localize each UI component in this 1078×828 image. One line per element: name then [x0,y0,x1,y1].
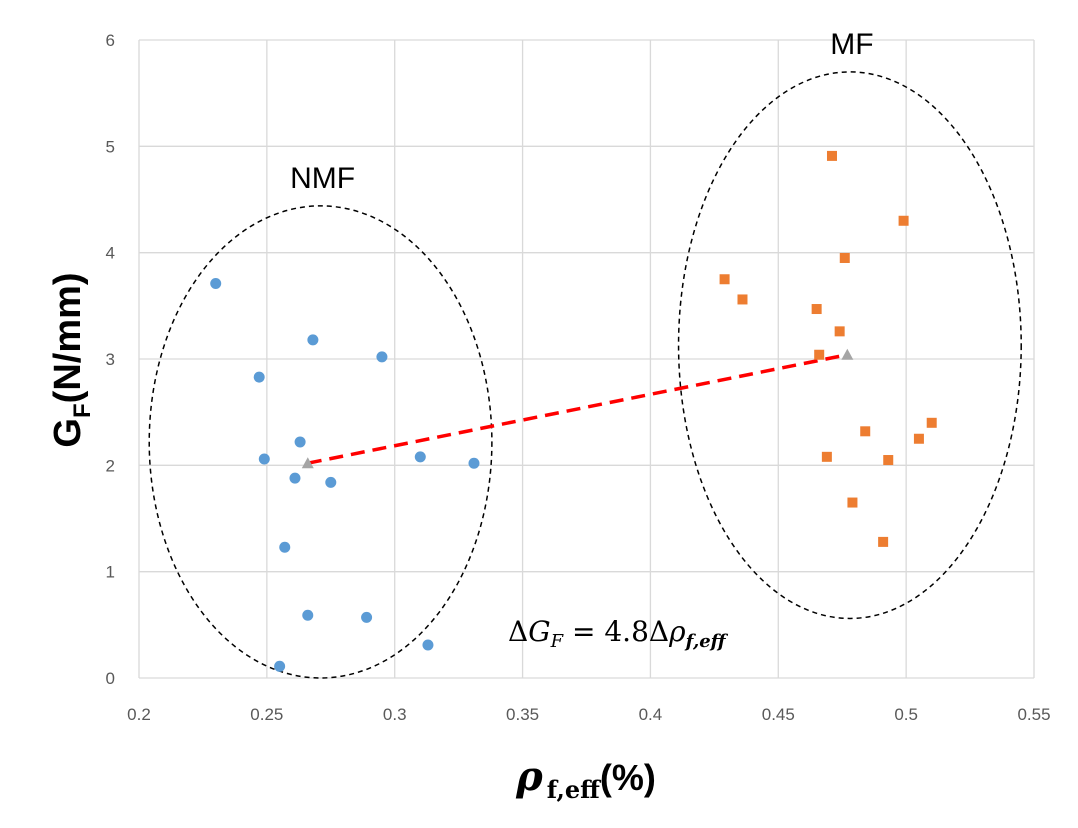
point-mf [814,349,825,360]
point-mean [301,457,314,469]
group-ellipse-nmf [148,205,493,679]
y-axis-ticks: 0 1 2 3 4 5 6 [106,31,115,688]
point-mf [719,274,730,285]
point-nmf [258,453,270,465]
group-label-mf: MF [830,28,873,61]
point-nmf [468,457,480,469]
trend-line-layer [307,353,848,465]
y-tick-label: 2 [106,456,115,475]
svg-text:ρf,eff(%): ρ f,eff(%) [515,753,656,804]
point-nmf [210,278,222,290]
point-nmf [289,472,301,484]
y-tick-label: 4 [106,244,115,263]
x-tick-label: 0.3 [383,705,407,724]
x-axis-ticks: 0.2 0.25 0.3 0.35 0.4 0.45 0.5 0.55 [127,705,1050,724]
point-nmf [302,609,314,621]
x-tick-label: 0.2 [127,705,151,724]
data-points [210,150,937,672]
y-tick-label: 0 [106,669,115,688]
y-tick-label: 6 [106,31,115,50]
point-mf [811,304,822,315]
point-nmf [325,476,337,488]
y-axis-label-unit: (N/mm) [47,272,89,403]
group-ellipses: NMF MF [148,28,1022,679]
point-mf [878,536,889,547]
point-mf [826,150,837,161]
trend-line [307,353,848,465]
point-mf [860,426,871,437]
x-tick-label: 0.4 [639,705,663,724]
point-nmf [422,639,434,651]
x-tick-label: 0.25 [250,705,283,724]
group-ellipse-mf [677,71,1022,620]
equation-annotation: ΔGF = 4.8Δρf,eff [508,615,729,652]
point-mf [847,497,858,508]
x-axis-label-unit: (%) [600,757,656,798]
eq-rho: ρ [668,615,686,648]
point-nmf [414,451,426,463]
group-label-nmf: NMF [290,162,355,195]
point-nmf [376,351,388,363]
gridlines [138,39,1035,679]
x-tick-label: 0.35 [506,705,539,724]
point-mf [834,326,845,337]
y-tick-label: 5 [106,137,115,156]
x-tick-label: 0.55 [1017,705,1050,724]
point-mf [926,417,937,428]
x-tick-label: 0.5 [894,705,918,724]
y-axis-label: GF(N/mm) [47,272,96,447]
y-axis-label-sub: F [69,403,96,418]
y-axis-label-main: G [47,418,89,448]
point-nmf [274,660,286,672]
point-mf [898,215,909,226]
point-mf [839,252,850,263]
y-tick-label: 1 [106,563,115,582]
point-mean [841,348,854,360]
svg-text:GF(N/mm): GF(N/mm) [47,272,96,447]
eq-g-sub: F [550,631,565,652]
point-nmf [307,334,319,346]
x-axis-label: ρ f,eff(%) [515,753,656,804]
eq-g: G [528,615,550,648]
point-nmf [361,611,373,623]
point-mf [821,451,832,462]
y-tick-label: 3 [106,350,115,369]
x-axis-label-main: ρ [515,753,543,800]
point-nmf [253,371,265,383]
point-mf [737,294,748,305]
x-axis-label-sub: f,eff [547,775,601,804]
point-nmf [279,541,291,553]
x-tick-label: 0.45 [762,705,795,724]
point-nmf [294,436,306,448]
eq-delta: Δ [508,615,528,648]
svg-text:ΔGF = 4.8Δρf,eff: ΔGF = 4.8Δρf,eff [508,615,729,652]
point-mf [913,433,924,444]
eq-equals: = 4.8Δ [563,615,669,648]
point-mf [883,455,894,466]
eq-rho-sub: f,eff [684,631,729,652]
